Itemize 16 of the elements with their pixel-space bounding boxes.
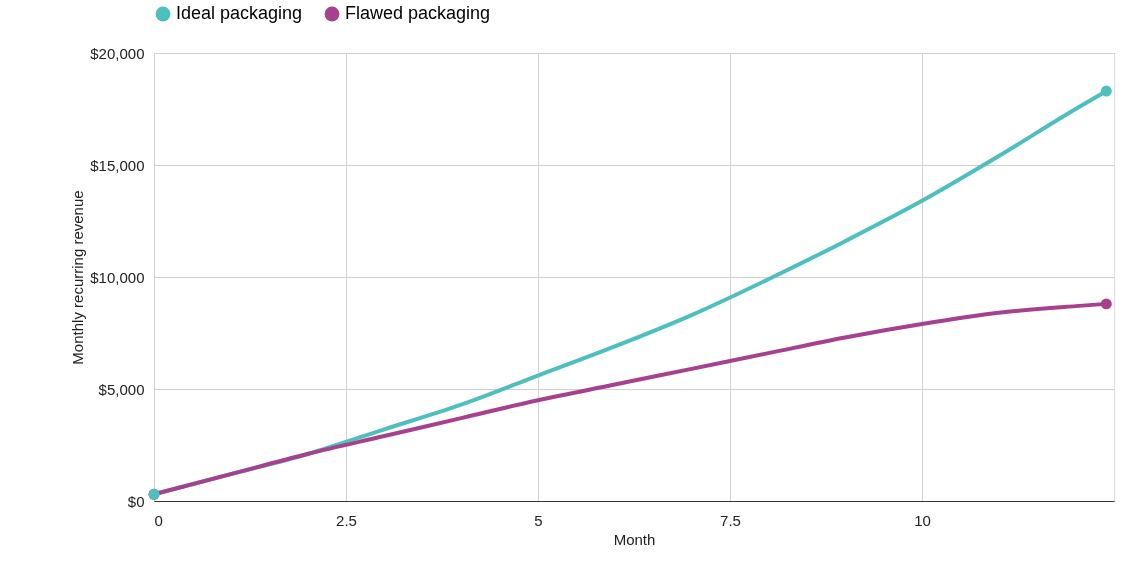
x-tick-label: 5 [534, 511, 543, 529]
y-tick-label: $15,000 [90, 156, 145, 174]
point [1100, 85, 1112, 97]
legend-label: Flawed packaging [345, 3, 491, 23]
x-tick-label: 7.5 [720, 511, 741, 529]
y-tick-label: $5,000 [98, 380, 145, 398]
y-tick-label: $20,000 [90, 44, 145, 62]
x-tick-label: 2.5 [336, 511, 357, 529]
x-tick-label: 10 [914, 511, 931, 529]
point [1100, 298, 1112, 310]
y-axis-title: Monthly recurring revenue [69, 190, 87, 365]
y-tick-label: $0 [127, 492, 145, 510]
legend-label: Ideal packaging [176, 3, 303, 23]
x-tick-label: 0 [154, 511, 163, 529]
x-axis-title: Month [613, 530, 656, 548]
y-tick-label: $10,000 [90, 268, 145, 286]
